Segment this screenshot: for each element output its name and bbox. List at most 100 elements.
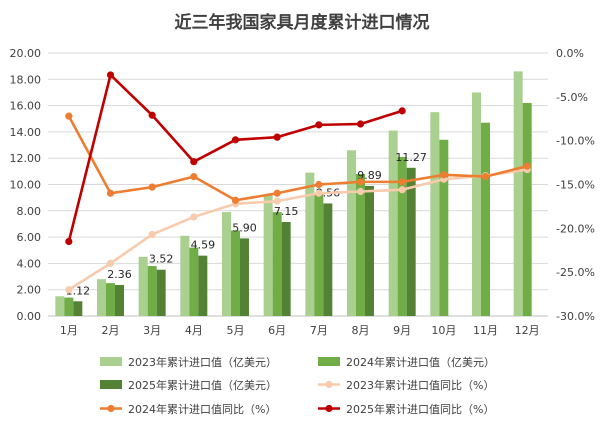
bar bbox=[365, 185, 374, 316]
bar-data-label: 2.36 bbox=[107, 268, 132, 281]
right-axis: -30.0% -25.0% -20.0% -15.0% -10.0% -5.0% 0.0% bbox=[556, 47, 595, 323]
legend-label: 2024年累计进口值同比（%） bbox=[128, 402, 276, 416]
line-point bbox=[523, 162, 531, 170]
legend: 2023年累计进口值（亿美元） 2024年累计进口值（亿美元） 2025年累计进口值… bbox=[100, 355, 495, 416]
legend-item: 2023年累计进口值（亿美元） bbox=[100, 355, 277, 369]
series-line bbox=[67, 115, 528, 202]
line-point bbox=[106, 259, 115, 267]
x-axis-tick-label: 7月 bbox=[310, 324, 328, 337]
bar bbox=[513, 71, 523, 316]
line-point bbox=[315, 189, 323, 197]
line-point bbox=[106, 189, 115, 197]
x-axis-tick-label: 4月 bbox=[185, 324, 203, 337]
bar-data-label: 3.52 bbox=[149, 253, 174, 266]
line-point bbox=[356, 187, 365, 196]
line-point bbox=[356, 120, 365, 128]
line-point bbox=[148, 183, 156, 191]
chart-title: 近三年我国家具月度累计进口情况 bbox=[175, 12, 430, 33]
bar bbox=[323, 203, 333, 316]
bar bbox=[240, 238, 249, 316]
line-point bbox=[231, 196, 240, 204]
line-point bbox=[190, 173, 198, 181]
bar bbox=[481, 122, 490, 316]
legend-label: 2025年累计进口值（亿美元） bbox=[128, 378, 277, 392]
left-axis-tick-label: 10.00 bbox=[10, 179, 42, 192]
bar bbox=[222, 212, 231, 316]
bar bbox=[430, 112, 440, 316]
right-axis-tick-label: -25.0% bbox=[556, 266, 595, 279]
left-axis-tick-label: 16.00 bbox=[10, 100, 42, 113]
legend-label: 2023年累计进口值（亿美元） bbox=[128, 355, 277, 369]
bar bbox=[138, 256, 148, 316]
right-axis-tick-label: -30.0% bbox=[556, 310, 595, 323]
bar bbox=[347, 150, 356, 316]
line-point bbox=[65, 286, 73, 294]
left-axis-tick-label: 4.00 bbox=[17, 257, 42, 270]
bar bbox=[189, 247, 199, 316]
left-axis-tick-label: 20.00 bbox=[10, 47, 42, 60]
left-axis-tick-label: 12.00 bbox=[10, 152, 42, 165]
line-point bbox=[231, 136, 240, 144]
left-axis-tick-label: 0.00 bbox=[17, 310, 42, 323]
bar bbox=[263, 195, 273, 316]
line-point bbox=[356, 178, 365, 186]
series-line bbox=[68, 168, 528, 291]
bar bbox=[115, 284, 124, 316]
bar-data-label: 4.59 bbox=[191, 239, 216, 252]
legend-swatch bbox=[100, 380, 122, 389]
line-point bbox=[273, 133, 281, 141]
line-point bbox=[398, 186, 406, 194]
line-point bbox=[398, 178, 406, 186]
line-series-group bbox=[65, 71, 406, 246]
x-axis-tick-label: 12月 bbox=[515, 324, 540, 337]
legend-marker bbox=[325, 380, 333, 389]
line-point bbox=[273, 189, 281, 197]
bar-data-label: 5.90 bbox=[232, 221, 257, 234]
left-axis: 0.00 2.00 4.00 6.00 8.00 10.00 12.00 14.00 16.00… bbox=[10, 47, 42, 323]
bar bbox=[64, 297, 74, 316]
bar bbox=[97, 279, 106, 316]
legend-label: 2025年累计进口值同比（%） bbox=[346, 402, 494, 416]
bar-data-label: 9.89 bbox=[357, 169, 382, 182]
gridlines bbox=[48, 52, 548, 317]
right-axis-tick-label: 0.0% bbox=[556, 47, 584, 60]
bar bbox=[106, 283, 115, 316]
line-point bbox=[273, 197, 281, 205]
line-point bbox=[190, 213, 198, 221]
bar bbox=[147, 266, 157, 316]
line-series bbox=[65, 71, 531, 294]
line-point bbox=[315, 121, 323, 129]
line-point bbox=[148, 111, 156, 119]
legend-swatch bbox=[318, 357, 340, 366]
right-axis-tick-label: -15.0% bbox=[556, 179, 595, 192]
legend-marker bbox=[107, 404, 115, 413]
bar bbox=[522, 102, 532, 316]
x-axis: 1月 2月 3月 4月 5月 6月 7月 8月 9月 10月 11月 12月 bbox=[48, 315, 548, 337]
right-axis-tick-label: -20.0% bbox=[556, 222, 595, 235]
legend-marker bbox=[325, 404, 333, 413]
bar-data-label: 7.15 bbox=[274, 205, 299, 218]
legend-label: 2023年累计进口值同比（%） bbox=[346, 378, 494, 392]
legend-swatch bbox=[100, 357, 122, 366]
line-point bbox=[65, 112, 73, 120]
line-point bbox=[481, 173, 490, 181]
line-series-group bbox=[65, 165, 531, 294]
left-axis-tick-label: 14.00 bbox=[10, 126, 42, 139]
bar bbox=[388, 130, 398, 316]
line-point bbox=[65, 237, 73, 246]
left-axis-tick-label: 2.00 bbox=[17, 284, 42, 297]
line-point bbox=[315, 180, 323, 189]
left-axis-tick-label: 18.00 bbox=[10, 73, 42, 86]
bar bbox=[472, 92, 481, 316]
bar bbox=[180, 235, 190, 316]
x-axis-tick-label: 6月 bbox=[268, 324, 286, 337]
line-point bbox=[106, 71, 115, 79]
x-axis-tick-label: 8月 bbox=[352, 324, 370, 337]
bar bbox=[198, 255, 208, 316]
legend-item: 2025年累计进口值（亿美元） bbox=[100, 378, 277, 392]
x-axis-tick-label: 2月 bbox=[102, 324, 120, 337]
line-point bbox=[148, 230, 156, 239]
